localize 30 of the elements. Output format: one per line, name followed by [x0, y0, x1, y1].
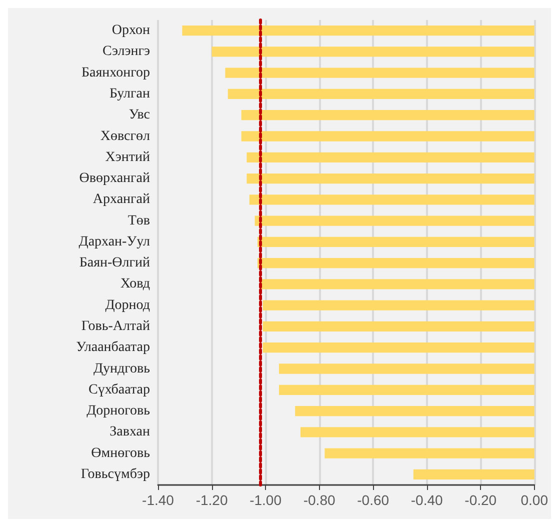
y-tick-label: Орхон [112, 23, 150, 38]
y-tick-label: Завхан [110, 424, 151, 440]
y-tick-label: Дорноговь [86, 404, 150, 419]
x-tick-label: -0.40 [410, 492, 444, 508]
y-tick-label: Увс [128, 108, 150, 123]
x-tick-label: -0.20 [464, 492, 497, 508]
x-tick-label: 0.00 [520, 492, 548, 508]
y-tick-label: Сэлэнгэ [102, 44, 150, 60]
y-tick-label: Хэнтий [105, 150, 151, 165]
y-tick-label: Дундговь [93, 361, 150, 376]
x-tick-label: -1.40 [142, 492, 174, 508]
y-tick-label: Архангай [92, 192, 150, 208]
y-tick-label: Өмнөговь [91, 446, 150, 461]
y-tick-label: Булган [109, 86, 150, 102]
x-tick-label: -0.80 [303, 492, 336, 508]
y-tick-label: Дархан-Уул [78, 234, 150, 250]
y-tick-label: Баянхонгор [81, 65, 150, 80]
y-tick-label: Улаанбаатар [76, 340, 150, 356]
y-tick-label: Говь-Алтай [81, 318, 150, 334]
x-tick-label: -0.60 [357, 492, 390, 508]
y-tick-label: Дорнод [105, 298, 150, 313]
y-tick-label: Хөвсгөл [100, 128, 150, 144]
y-tick-label: Говьсүмбэр [80, 466, 150, 482]
y-tick-label: Өвөрхангай [79, 171, 150, 186]
y-tick-label: Баян-Өлгий [79, 256, 151, 271]
x-tick-label: -1.00 [250, 492, 282, 508]
y-tick-label: Сүхбаатар [88, 382, 150, 398]
y-tick-label: Ховд [120, 276, 150, 292]
x-tick-label: -1.20 [196, 492, 228, 508]
y-tick-label: Төв [128, 213, 150, 228]
